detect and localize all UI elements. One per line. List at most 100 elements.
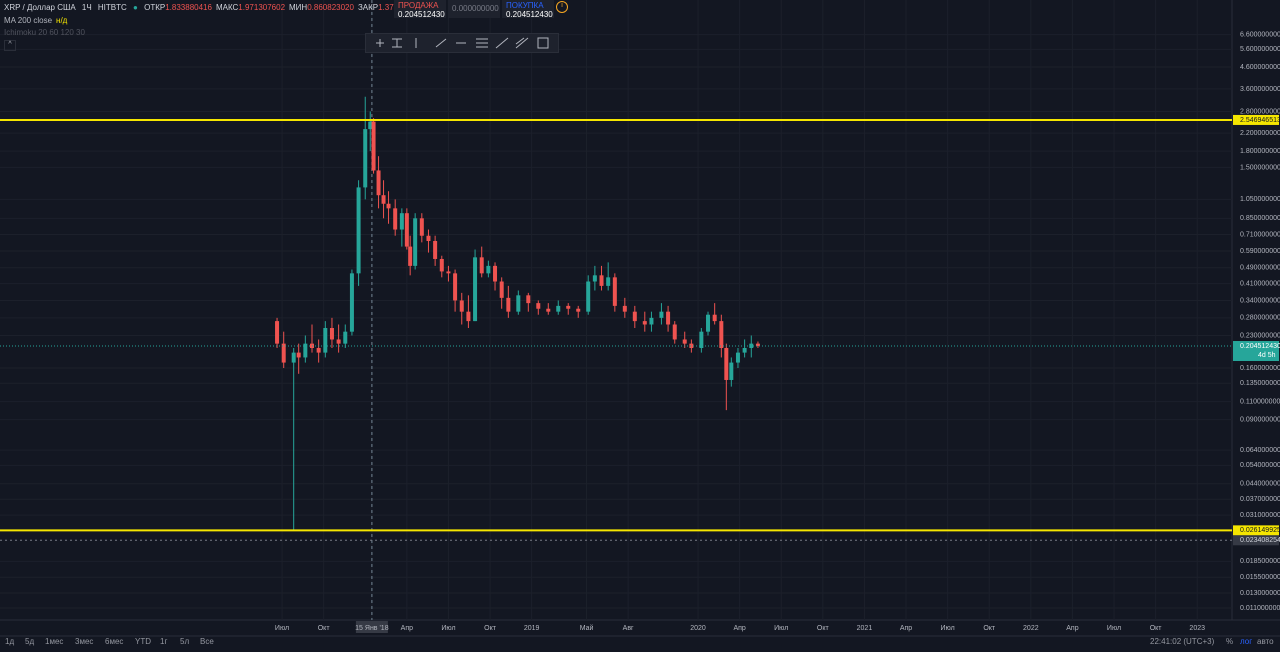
x-tick-label: Июл bbox=[774, 625, 788, 632]
price-label-bg bbox=[1233, 525, 1279, 536]
sell-price: 0.204512430 bbox=[398, 10, 445, 19]
ohlc-value: 0.860823020 bbox=[307, 3, 354, 12]
ohlc-label: ОТКР bbox=[144, 3, 166, 12]
range-button[interactable]: 1г bbox=[160, 637, 168, 646]
range-button[interactable]: Все bbox=[200, 637, 214, 646]
candle-body bbox=[649, 317, 654, 325]
candle-body bbox=[363, 129, 368, 188]
candle-body bbox=[592, 275, 597, 282]
candle-body bbox=[506, 297, 511, 312]
y-tick-label: 0.011000000 bbox=[1240, 605, 1280, 612]
x-tick-label: Июл bbox=[1107, 625, 1121, 632]
price-label-bg bbox=[1233, 114, 1279, 125]
range-button[interactable]: 5л bbox=[180, 637, 190, 646]
price-label-bg bbox=[1233, 535, 1279, 546]
x-tick-label: 2020 bbox=[690, 625, 706, 632]
candle-body bbox=[393, 208, 398, 230]
candle-body bbox=[606, 277, 611, 286]
x-tick-label: 2021 bbox=[857, 625, 873, 632]
x-tick-label: Окт bbox=[983, 625, 996, 632]
y-tick-label: 0.410000000 bbox=[1240, 281, 1280, 288]
y-tick-label: 0.031000000 bbox=[1240, 512, 1280, 519]
candle-body bbox=[368, 121, 373, 130]
scale-option[interactable]: авто bbox=[1257, 637, 1274, 646]
indicator-ichimoku[interactable]: Ichimoku 20 60 120 30 bbox=[4, 28, 89, 37]
ohlc-value: 1.971307602 bbox=[238, 3, 286, 12]
x-tick-label: 2022 bbox=[1023, 625, 1039, 632]
candle-body bbox=[712, 314, 717, 322]
x-tick-label: Июл bbox=[275, 625, 289, 632]
candle-body bbox=[566, 305, 571, 309]
ohlc-value: 1.833880416 bbox=[165, 3, 212, 12]
candle-body bbox=[682, 339, 687, 344]
buy-button[interactable]: ПОКУПКА 0.204512430 bbox=[502, 0, 554, 19]
candle-body bbox=[336, 339, 341, 344]
y-tick-label: 0.013000000 bbox=[1240, 590, 1280, 597]
y-tick-label: 0.160000000 bbox=[1240, 365, 1280, 372]
y-tick-label: 0.710000000 bbox=[1240, 231, 1280, 238]
y-tick-label: 0.064000000 bbox=[1240, 447, 1280, 454]
candle-body bbox=[303, 343, 308, 358]
range-button[interactable]: 5д bbox=[25, 637, 35, 646]
ohlc-label: МИН bbox=[289, 3, 308, 12]
candle-body bbox=[446, 271, 451, 274]
y-tick-label: 0.018500000 bbox=[1240, 558, 1280, 565]
range-button[interactable]: YTD bbox=[135, 637, 151, 646]
candle-body bbox=[399, 213, 404, 230]
candle-body bbox=[586, 281, 591, 312]
candle-body bbox=[516, 295, 521, 312]
ohlc: ОТКР1.833880416 МАКС1.971307602 МИН0.86082… bbox=[144, 3, 429, 12]
x-tick-label: 2023 bbox=[1189, 625, 1205, 632]
interval[interactable]: 1Ч bbox=[81, 3, 92, 12]
status-dot: ● bbox=[133, 3, 138, 12]
indicator-ma[interactable]: MA 200 close н/д bbox=[4, 16, 71, 25]
sell-label: ПРОДАЖА bbox=[398, 1, 439, 10]
sell-button[interactable]: ПРОДАЖА 0.204512430 bbox=[394, 0, 446, 19]
candle-body bbox=[699, 331, 704, 349]
price-label: 0.023408254 bbox=[1240, 537, 1280, 544]
candle-body bbox=[473, 257, 478, 322]
countdown: 4d 5h bbox=[1258, 352, 1276, 359]
scale-option[interactable]: % bbox=[1226, 637, 1234, 646]
x-tick-label: Апр bbox=[1066, 625, 1078, 632]
candle-body bbox=[296, 352, 301, 358]
candle-body bbox=[499, 281, 504, 298]
candle-body bbox=[719, 321, 724, 349]
range-button[interactable]: 1мес bbox=[45, 637, 64, 646]
range-button[interactable]: 3мес bbox=[75, 637, 94, 646]
indicator-name: Ichimoku 20 60 120 30 bbox=[4, 28, 85, 37]
x-tick-label: Апр bbox=[733, 625, 745, 632]
candle-body bbox=[689, 343, 694, 349]
scale-option[interactable]: лог bbox=[1240, 637, 1253, 646]
info-icon[interactable]: i bbox=[556, 1, 568, 13]
y-tick-label: 0.135000000 bbox=[1240, 380, 1280, 387]
candle-body bbox=[466, 311, 471, 322]
candle-body bbox=[622, 305, 627, 312]
x-tick-label: Окт bbox=[1150, 625, 1163, 632]
y-tick-label: 1.500000000 bbox=[1240, 164, 1280, 171]
candle-body bbox=[486, 265, 491, 274]
y-tick-label: 0.590000000 bbox=[1240, 248, 1280, 255]
candle-body bbox=[729, 362, 734, 380]
x-tick-label: Июл bbox=[441, 625, 455, 632]
icons bbox=[376, 37, 549, 49]
price-label: 0.204512430 bbox=[1240, 343, 1280, 350]
range-button[interactable]: 1д bbox=[5, 637, 15, 646]
y-tick-label: 0.090000000 bbox=[1240, 416, 1280, 423]
indicator-value: н/д bbox=[56, 16, 68, 25]
y-tick-label: 0.037000000 bbox=[1240, 496, 1280, 503]
candle-body bbox=[316, 348, 321, 353]
candle-body bbox=[381, 195, 386, 204]
symbol[interactable]: XRP / Доллар США bbox=[4, 3, 76, 12]
y-tick-label: 0.110000000 bbox=[1240, 398, 1280, 405]
collapse-button[interactable]: ^ bbox=[4, 40, 16, 51]
y-tick-label: 2.200000000 bbox=[1240, 130, 1280, 137]
x-tick-label: Окт bbox=[817, 625, 830, 632]
range-button[interactable]: 6мес bbox=[105, 637, 124, 646]
y-tick-label: 0.850000000 bbox=[1240, 215, 1280, 222]
y-tick-label: 3.600000000 bbox=[1240, 86, 1280, 93]
candle-body bbox=[329, 328, 334, 340]
drawing-toolbar bbox=[365, 33, 559, 53]
x-tick-label: Апр bbox=[900, 625, 912, 632]
crosshair-label-bg bbox=[355, 621, 388, 633]
